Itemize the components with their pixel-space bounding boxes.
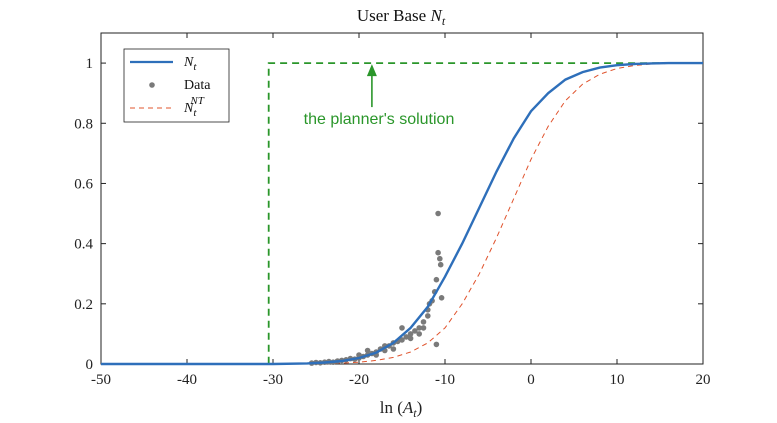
data-point bbox=[407, 335, 414, 342]
data-point bbox=[437, 255, 443, 262]
data-point bbox=[425, 313, 431, 319]
data-point bbox=[433, 341, 440, 348]
data-point bbox=[416, 325, 423, 331]
legend-nnt-sup: NT bbox=[189, 95, 204, 107]
x-tick-label: 10 bbox=[610, 372, 625, 388]
x-tick-label: -20 bbox=[349, 372, 369, 388]
legend-nt-math: N bbox=[183, 55, 194, 70]
legend-data-swatch bbox=[149, 82, 155, 88]
axis-ticks: -50 -40 -30 -20 -10 0 10 20 0 0.2 0.4 0.6 0.8 1 bbox=[74, 33, 711, 388]
data-point bbox=[420, 319, 427, 325]
data-point bbox=[420, 325, 427, 331]
data-point bbox=[412, 328, 418, 334]
chart-title-text: User Base bbox=[357, 6, 431, 25]
y-tick-label: 0.6 bbox=[74, 176, 93, 192]
y-tick-label: 1 bbox=[86, 56, 94, 72]
series-nnt-line bbox=[101, 62, 703, 365]
chart-title: User Base Nt bbox=[357, 6, 446, 28]
y-tick-label: 0 bbox=[86, 357, 94, 373]
planner-annotation-text: the planner's solution bbox=[304, 111, 455, 128]
data-point bbox=[435, 210, 441, 217]
data-point bbox=[438, 295, 445, 301]
planner-solution-line bbox=[101, 62, 703, 365]
legend-nt-label: Nt bbox=[183, 55, 197, 73]
data-point bbox=[399, 325, 405, 331]
data-point bbox=[416, 331, 423, 337]
data-point bbox=[437, 261, 444, 268]
legend-box bbox=[123, 48, 230, 123]
legend-nnt-sub: t bbox=[193, 107, 197, 119]
x-axis-label-suffix: ) bbox=[417, 398, 423, 417]
chart-title-sub: t bbox=[442, 14, 446, 28]
x-tick-label: -30 bbox=[263, 372, 283, 388]
x-axis-label: ln (At) bbox=[380, 398, 423, 420]
data-point bbox=[407, 331, 414, 337]
y-tick-label: 0.4 bbox=[74, 237, 93, 253]
y-tick-label: 0.2 bbox=[74, 297, 93, 313]
x-tick-label: -50 bbox=[91, 372, 111, 388]
data-point bbox=[433, 276, 440, 283]
planner-arrow-head bbox=[366, 64, 377, 77]
data-point bbox=[403, 334, 410, 340]
series-nt-line bbox=[101, 61, 703, 366]
x-tick-label: 20 bbox=[696, 372, 711, 388]
legend-nt-sub: t bbox=[193, 61, 197, 73]
legend-nnt-label: NtNT bbox=[183, 95, 205, 119]
legend-nnt-math: N bbox=[183, 101, 194, 116]
data-point bbox=[435, 249, 441, 256]
data-point bbox=[390, 346, 397, 352]
x-axis-label-prefix: ln ( bbox=[380, 398, 403, 417]
x-tick-label: 0 bbox=[527, 372, 535, 388]
legend-data-label: Data bbox=[184, 78, 211, 93]
x-axis-label-sub: t bbox=[413, 406, 417, 420]
x-tick-label: -40 bbox=[177, 372, 197, 388]
legend: Nt Data NtNT bbox=[123, 48, 230, 123]
y-tick-label: 0.8 bbox=[74, 116, 93, 132]
chart-title-math: N bbox=[429, 6, 443, 25]
plot-content bbox=[101, 61, 703, 366]
x-tick-label: -10 bbox=[435, 372, 455, 388]
x-axis-label-math: A bbox=[402, 398, 414, 417]
data-point bbox=[364, 347, 371, 354]
plot-area-frame bbox=[100, 32, 704, 365]
data-point bbox=[399, 337, 405, 343]
